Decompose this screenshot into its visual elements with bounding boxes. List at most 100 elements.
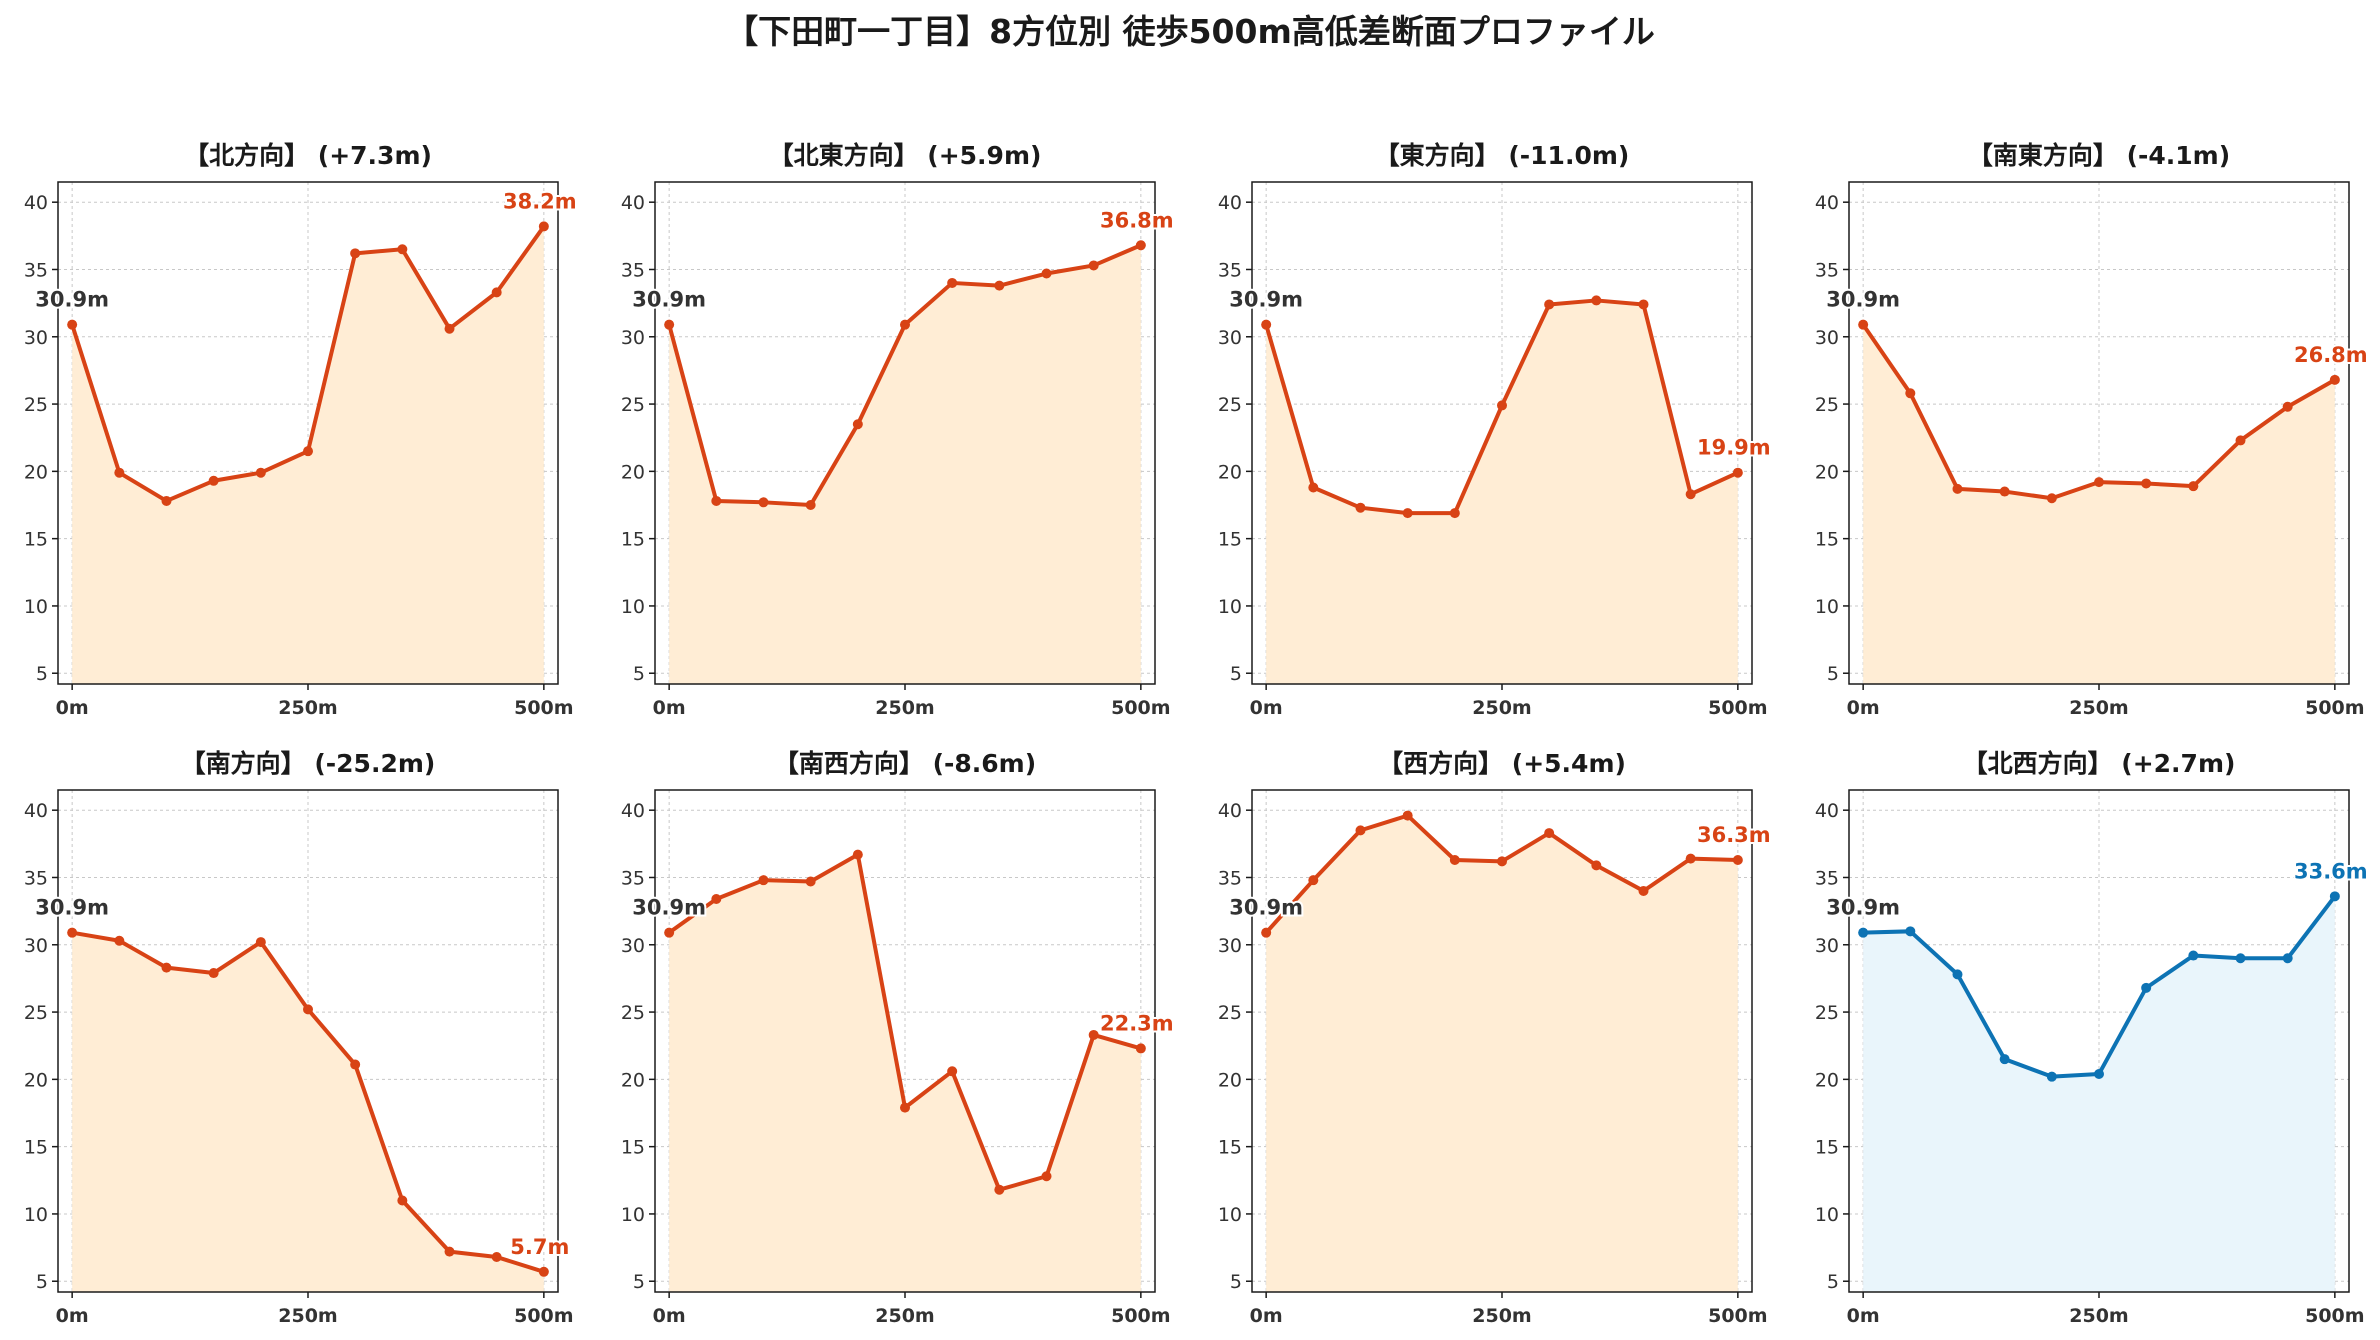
data-point — [303, 446, 313, 457]
data-point — [114, 467, 125, 478]
data-point — [1355, 825, 1366, 836]
data-point — [1999, 1054, 2010, 1065]
data-point — [758, 875, 769, 886]
y-tick-label: 15 — [1815, 529, 1839, 551]
start-value-label: 30.9m — [632, 896, 706, 920]
data-point — [161, 495, 172, 506]
profile-panel-5: 【南方向】 (-25.2m) 5 10 15 20 25 30 35 40 0m 250m 500m 3… — [24, 749, 574, 1327]
y-tick-label: 15 — [1218, 1137, 1242, 1159]
data-point — [208, 968, 219, 979]
data-point — [1088, 260, 1099, 271]
y-tick-label: 15 — [621, 1137, 645, 1159]
y-tick-label: 40 — [1815, 192, 1839, 214]
data-point — [1449, 508, 1460, 519]
x-tick-label: 0m — [1847, 697, 1880, 719]
data-point — [2046, 493, 2057, 504]
data-point — [2282, 953, 2293, 964]
data-point — [1638, 299, 1649, 310]
x-tick-label: 250m — [1472, 1305, 1531, 1327]
y-tick-label: 10 — [1815, 596, 1839, 618]
data-point — [208, 475, 219, 486]
x-tick-label: 0m — [56, 697, 89, 719]
y-tick-label: 30 — [621, 935, 645, 957]
data-point — [1905, 388, 1916, 399]
profile-panel-7: 【西方向】 (+5.4m) 5 10 15 20 25 30 35 40 0m 250m 500m 30… — [1218, 749, 1773, 1327]
y-tick-label: 20 — [1815, 1069, 1839, 1091]
area-fill — [1266, 815, 1738, 1292]
data-point — [444, 323, 455, 334]
data-point — [397, 1195, 408, 1206]
y-tick-label: 35 — [1218, 259, 1242, 281]
data-point — [2235, 435, 2246, 446]
panel-title: 【南西方向】 (-8.6m) — [774, 749, 1036, 778]
data-point — [711, 894, 722, 905]
y-tick-label: 30 — [1815, 327, 1839, 349]
data-point — [114, 935, 125, 946]
data-point — [1041, 268, 1052, 279]
y-tick-label: 15 — [621, 529, 645, 551]
x-tick-label: 500m — [1111, 697, 1170, 719]
start-value-label: 30.9m — [35, 896, 109, 920]
y-tick-label: 35 — [1815, 259, 1839, 281]
x-tick-label: 0m — [1250, 1305, 1283, 1327]
data-point — [1858, 927, 1869, 938]
x-tick-label: 500m — [1708, 1305, 1767, 1327]
start-value-label: 30.9m — [1826, 288, 1900, 312]
x-tick-label: 500m — [2305, 1305, 2364, 1327]
x-tick-label: 250m — [875, 1305, 934, 1327]
y-tick-label: 40 — [24, 800, 48, 822]
panel-title: 【北方向】 (+7.3m) — [184, 141, 432, 170]
y-tick-label: 5 — [1230, 1271, 1242, 1293]
data-point — [947, 277, 958, 288]
data-point — [1685, 489, 1696, 500]
y-tick-label: 10 — [1218, 1204, 1242, 1226]
y-tick-label: 40 — [1218, 800, 1242, 822]
x-tick-label: 0m — [1847, 1305, 1880, 1327]
data-point — [1135, 1043, 1146, 1054]
data-point — [947, 1066, 958, 1077]
y-tick-label: 20 — [24, 1069, 48, 1091]
data-point — [350, 248, 361, 259]
start-value-label: 30.9m — [1229, 288, 1303, 312]
panel-title: 【北西方向】 (+2.7m) — [1963, 749, 2236, 778]
y-tick-label: 40 — [621, 192, 645, 214]
y-tick-label: 20 — [1815, 461, 1839, 483]
y-tick-label: 20 — [621, 461, 645, 483]
data-point — [303, 1004, 313, 1015]
y-tick-label: 40 — [1815, 800, 1839, 822]
data-point — [1449, 854, 1460, 865]
data-point — [1402, 810, 1413, 821]
x-tick-label: 250m — [278, 1305, 337, 1327]
area-fill — [72, 932, 544, 1292]
x-tick-label: 500m — [1111, 1305, 1170, 1327]
data-point — [1041, 1171, 1052, 1182]
data-point — [1732, 467, 1743, 478]
data-point — [2282, 401, 2293, 412]
end-value-label: 33.6m — [2294, 859, 2368, 883]
data-point — [538, 1266, 549, 1277]
data-point — [994, 280, 1005, 291]
y-tick-label: 30 — [1218, 327, 1242, 349]
y-tick-label: 35 — [24, 867, 48, 889]
data-point — [1135, 240, 1146, 251]
data-point — [1591, 860, 1602, 871]
start-value-label: 30.9m — [1229, 896, 1303, 920]
data-point — [994, 1184, 1005, 1195]
data-point — [852, 419, 863, 430]
data-point — [444, 1246, 455, 1257]
x-tick-label: 500m — [1708, 697, 1767, 719]
data-point — [1308, 482, 1319, 493]
y-tick-label: 15 — [1815, 1137, 1839, 1159]
data-point — [1591, 295, 1602, 306]
end-value-label: 22.3m — [1100, 1011, 1174, 1035]
y-tick-label: 35 — [621, 867, 645, 889]
data-point — [2141, 478, 2152, 489]
data-point — [255, 937, 266, 948]
x-tick-label: 0m — [56, 1305, 89, 1327]
data-point — [1999, 486, 2010, 497]
data-point — [1952, 483, 1963, 494]
y-tick-label: 5 — [1827, 1271, 1839, 1293]
data-point — [1685, 853, 1696, 864]
figure-title: 【下田町一丁目】8方位別 徒歩500m高低差断面プロファイル — [725, 12, 1655, 51]
y-tick-label: 5 — [633, 1271, 645, 1293]
